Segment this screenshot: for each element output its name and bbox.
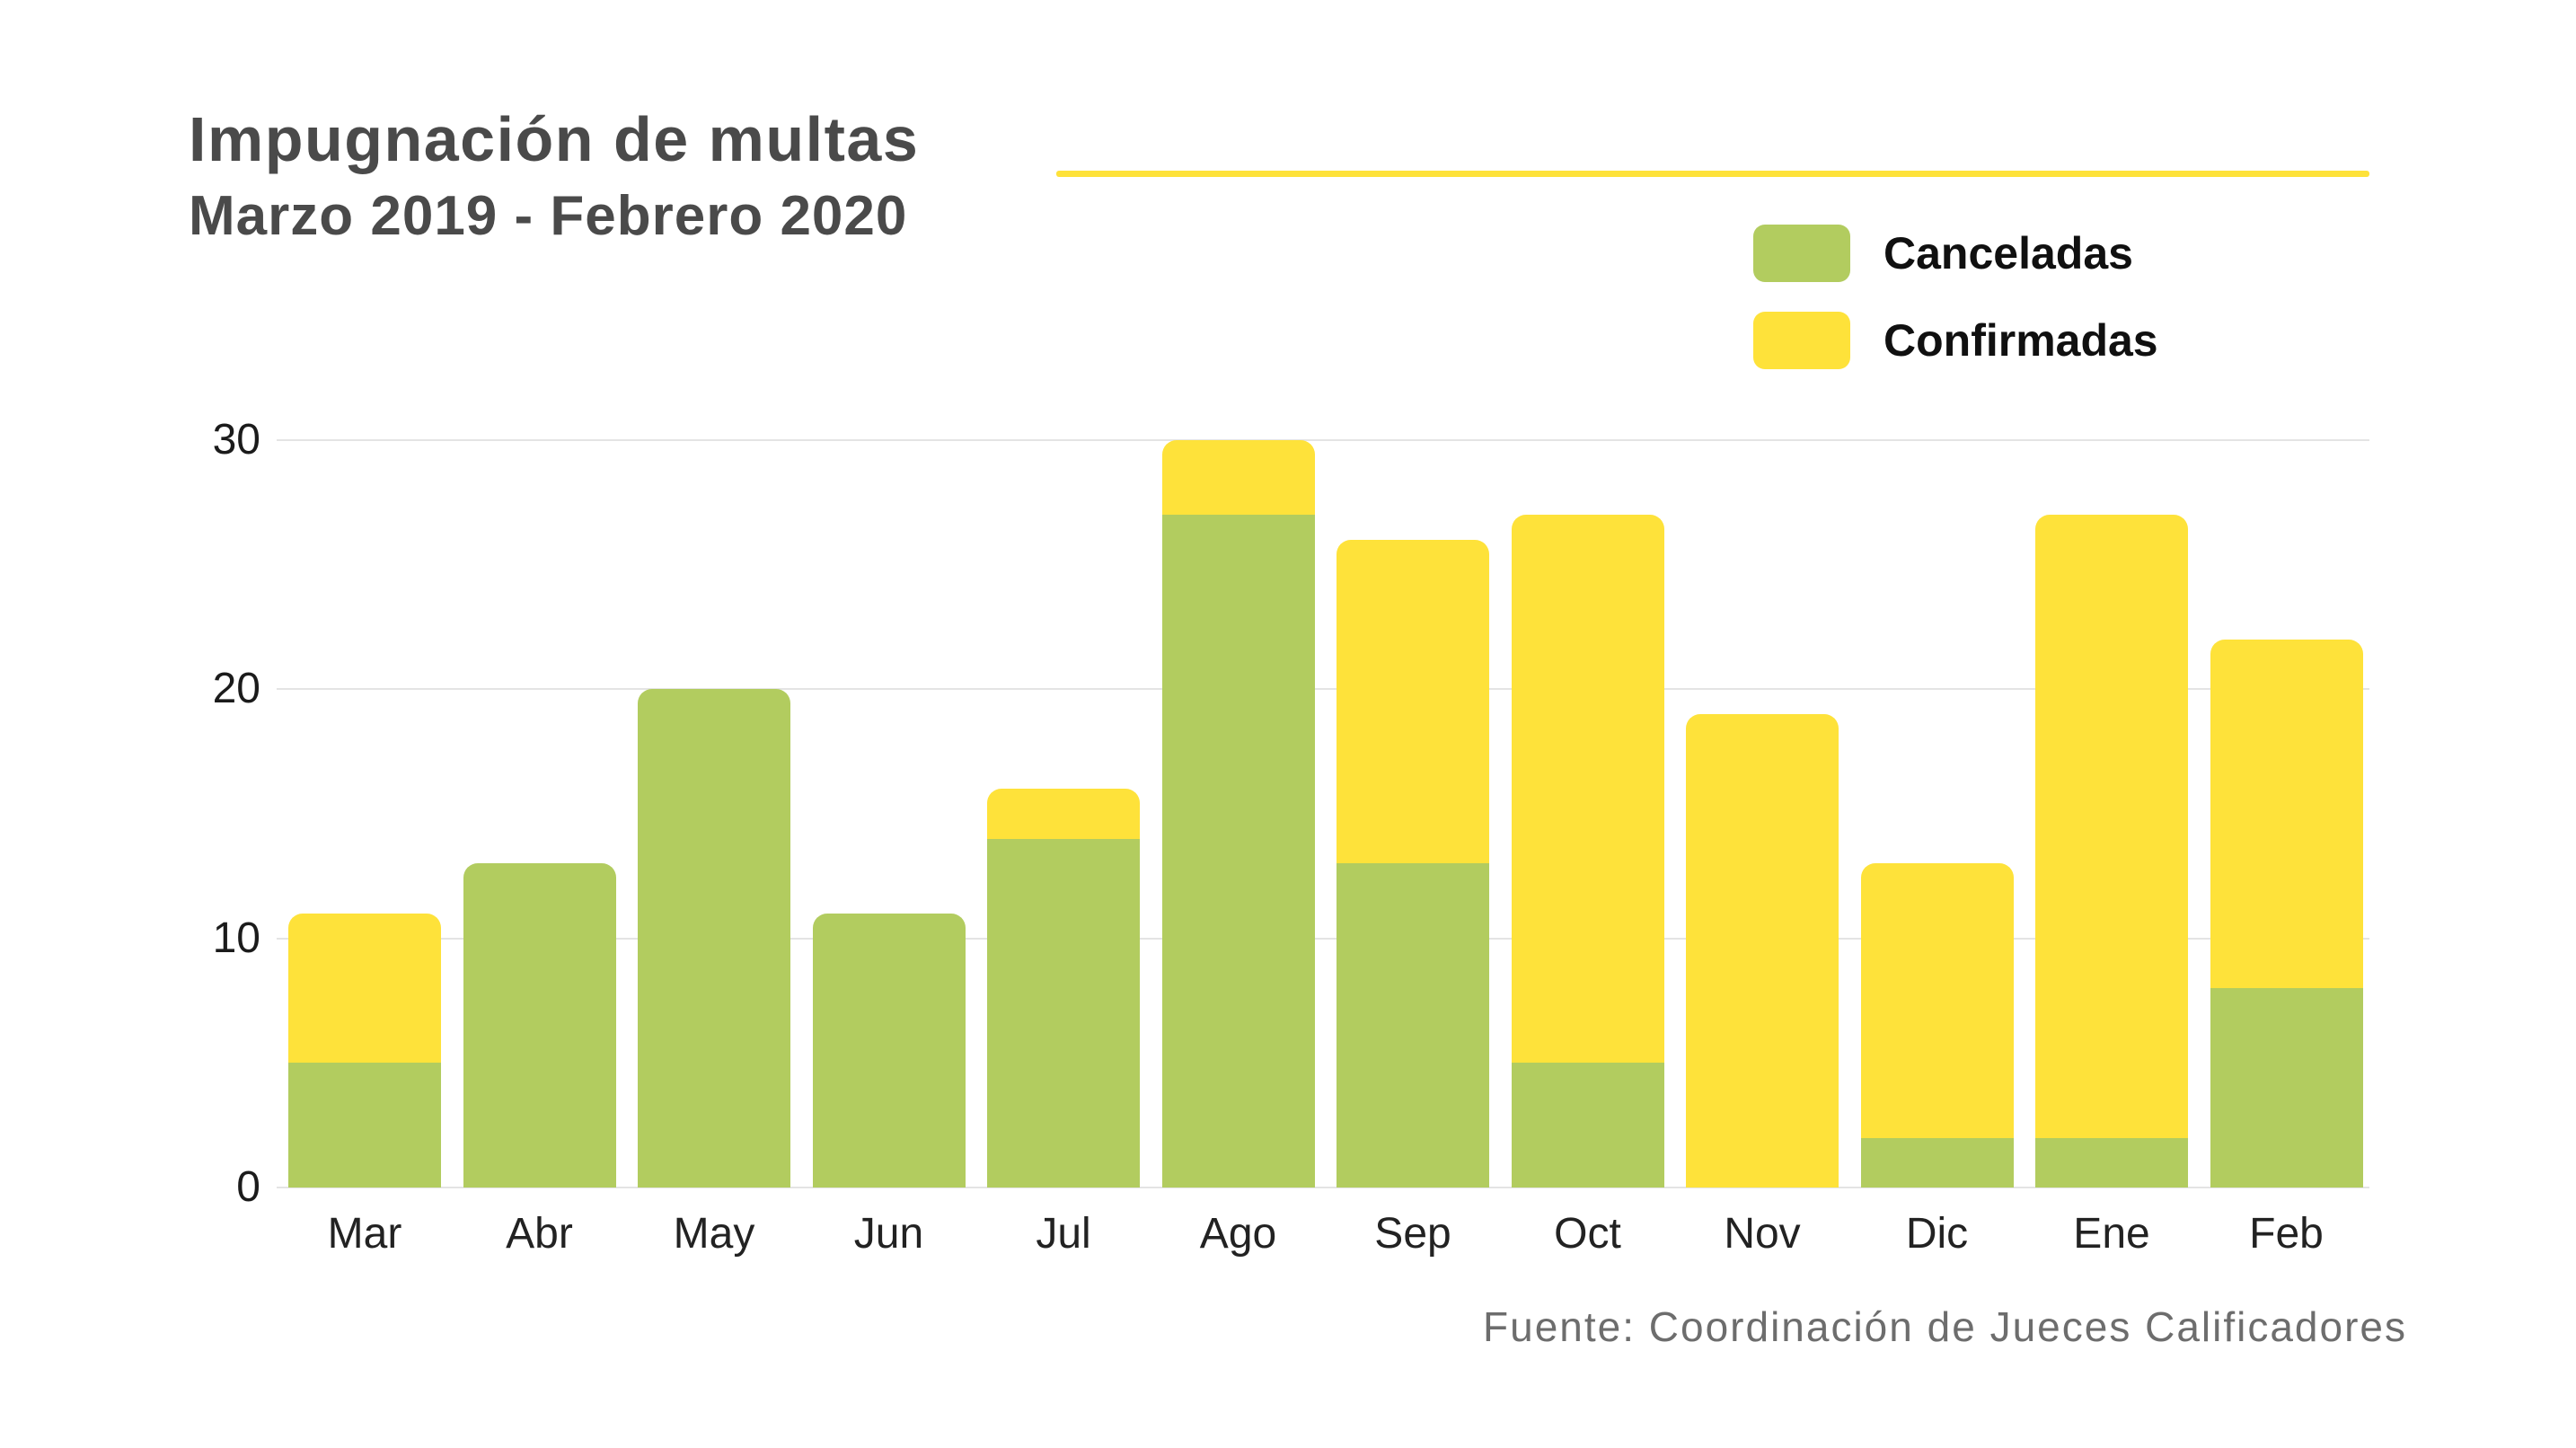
x-axis-label-dic: Dic xyxy=(1905,1210,1969,1258)
x-axis-label-jun: Jun xyxy=(853,1210,924,1258)
legend-swatch-canceladas xyxy=(1753,225,1850,282)
y-axis-tick-label: 20 xyxy=(212,665,260,713)
x-axis-label-nov: Nov xyxy=(1724,1210,1801,1258)
legend-swatch-confirmadas xyxy=(1753,312,1850,369)
page-subtitle: Marzo 2019 - Febrero 2020 xyxy=(189,185,908,247)
legend-label-canceladas: Canceladas xyxy=(1883,228,2133,278)
bar-segment-canceladas-feb xyxy=(2210,988,2363,1188)
bar-segment-canceladas-may xyxy=(638,689,790,1188)
bar-segment-confirmadas-sep xyxy=(1337,539,1489,864)
gridline-y30 xyxy=(277,439,2369,441)
gridline-y0 xyxy=(277,1187,2369,1188)
bar-segment-confirmadas-ago xyxy=(1161,440,1315,516)
x-axis-label-jul: Jul xyxy=(1036,1210,1091,1258)
header: Impugnación de multas Marzo 2019 - Febre… xyxy=(189,101,919,250)
bar-segment-confirmadas-nov xyxy=(1686,714,1839,1188)
title-accent-line xyxy=(1056,171,2369,177)
bar-segment-canceladas-dic xyxy=(1860,1137,2014,1188)
x-axis-label-feb: Feb xyxy=(2249,1210,2324,1258)
bar-segment-canceladas-oct xyxy=(1511,1063,1664,1188)
gridline-y10 xyxy=(277,937,2369,940)
x-axis-label-ago: Ago xyxy=(1199,1210,1277,1258)
y-axis-tick-label: 10 xyxy=(212,914,260,962)
bar-segment-confirmadas-oct xyxy=(1511,515,1664,1064)
y-axis-tick-label: 0 xyxy=(236,1163,260,1211)
x-axis-label-abr: Abr xyxy=(506,1210,573,1258)
bar-segment-confirmadas-ene xyxy=(2035,515,2188,1138)
x-axis-label-oct: Oct xyxy=(1554,1210,1621,1258)
bar-segment-confirmadas-mar xyxy=(288,913,441,1064)
gridline-y20 xyxy=(277,688,2369,691)
bar-segment-canceladas-jun xyxy=(812,913,966,1188)
bar-segment-confirmadas-feb xyxy=(2210,639,2363,989)
legend-label-confirmadas: Confirmadas xyxy=(1883,315,2158,366)
bar-segment-canceladas-jul xyxy=(987,838,1140,1188)
legend: Canceladas Confirmadas xyxy=(1753,225,2158,399)
bar-segment-canceladas-mar xyxy=(288,1063,441,1188)
bar-segment-confirmadas-dic xyxy=(1860,863,2014,1138)
x-axis-label-may: May xyxy=(673,1210,755,1258)
x-axis-label-ene: Ene xyxy=(2073,1210,2150,1258)
x-axis-label-mar: Mar xyxy=(327,1210,402,1258)
bar-segment-canceladas-ene xyxy=(2035,1137,2188,1188)
legend-item-canceladas: Canceladas xyxy=(1753,225,2158,282)
x-axis-label-sep: Sep xyxy=(1374,1210,1451,1258)
bar-segment-canceladas-ago xyxy=(1161,515,1315,1188)
page-title: Impugnación de multas xyxy=(189,104,920,174)
bar-segment-confirmadas-jul xyxy=(987,789,1140,839)
bar-segment-canceladas-sep xyxy=(1337,863,1489,1188)
y-axis-tick-label: 30 xyxy=(212,416,260,464)
bar-segment-canceladas-abr xyxy=(463,863,616,1188)
legend-item-confirmadas: Confirmadas xyxy=(1753,312,2158,369)
source-attribution: Fuente: Coordinación de Jueces Calificad… xyxy=(1483,1303,2407,1350)
